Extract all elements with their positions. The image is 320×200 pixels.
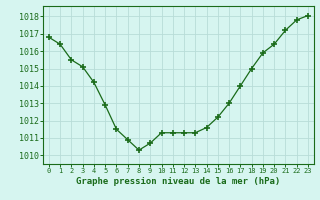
X-axis label: Graphe pression niveau de la mer (hPa): Graphe pression niveau de la mer (hPa) xyxy=(76,177,281,186)
